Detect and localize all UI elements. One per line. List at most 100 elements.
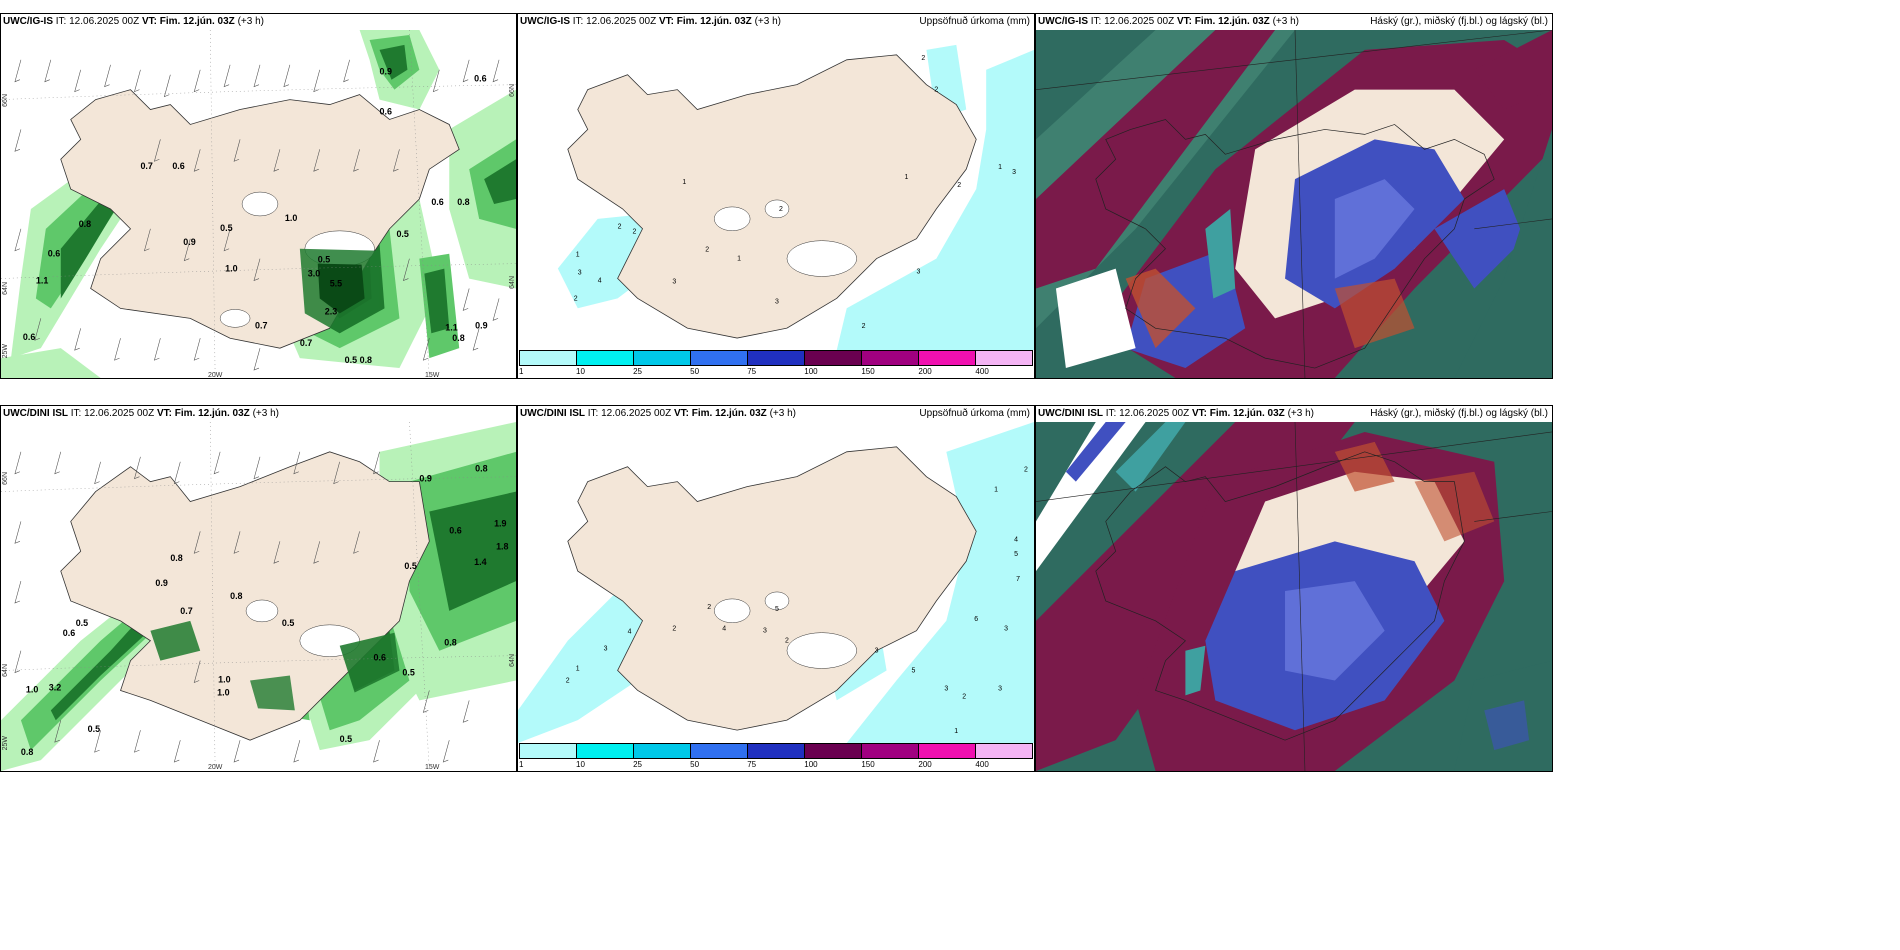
svg-text:3.0: 3.0: [308, 269, 320, 279]
svg-text:0.6: 0.6: [172, 161, 184, 171]
panel-clouds-igis: UWC/IG-IS IT: 12.06.2025 00Z VT: Fim. 12…: [1035, 13, 1553, 379]
accum-map-svg: 2 1 4 3 2 4 5 3 2 2 3 4 5 7 6 3 3 2 1 5: [518, 422, 1034, 743]
precip-map-svg: 0.9 0.8 0.5 0.6 0.8 0.9 0.5 0.6 1.0 0.8 …: [1, 422, 516, 771]
map-clouds: [1036, 30, 1552, 378]
lat-label-64-right: 64N: [509, 276, 516, 289]
lat-label-66: 66N: [2, 472, 9, 485]
cb-label: 10: [576, 367, 585, 376]
svg-text:3: 3: [604, 646, 608, 653]
lat-label-66-right: 66N: [509, 84, 516, 97]
svg-text:0.5: 0.5: [282, 618, 294, 628]
map-accum-precip: 2 2 4 1 3 3 2 1 2 1 3 2 1 2 2 2 1 3 3 2: [518, 30, 1034, 350]
svg-text:2: 2: [1024, 467, 1028, 474]
svg-text:1.4: 1.4: [474, 557, 486, 567]
svg-text:0.5: 0.5: [318, 255, 330, 265]
svg-text:2: 2: [574, 295, 578, 302]
svg-text:0.8: 0.8: [475, 464, 487, 474]
cb-swatch: [520, 351, 577, 365]
svg-text:0.5: 0.5: [88, 724, 100, 734]
cb-label: 150: [861, 367, 875, 376]
svg-text:0.5: 0.5: [402, 668, 414, 678]
svg-text:0.9: 0.9: [475, 320, 487, 330]
lat-label-64: 64N: [2, 282, 9, 295]
svg-text:0.9: 0.9: [155, 578, 167, 588]
svg-text:2: 2: [921, 55, 925, 62]
cb-swatch: [805, 351, 862, 365]
cb-label: 10: [576, 760, 585, 769]
svg-text:4: 4: [1014, 536, 1018, 543]
lon-label-20: 20W: [208, 372, 223, 379]
cb-swatch: [634, 744, 691, 758]
map-clouds: [1036, 422, 1552, 771]
svg-text:0.9: 0.9: [419, 474, 431, 484]
svg-text:1: 1: [994, 487, 998, 494]
svg-text:0.8: 0.8: [79, 219, 91, 229]
svg-text:3: 3: [875, 648, 879, 655]
cb-label: 200: [918, 367, 932, 376]
svg-text:2: 2: [672, 626, 676, 633]
panel-header: UWC/DINI ISL IT: 12.06.2025 00Z VT: Fim.…: [520, 408, 796, 419]
svg-text:1: 1: [905, 174, 909, 181]
svg-text:2: 2: [957, 182, 961, 189]
panel-precip-wind-dini: UWC/DINI ISL IT: 12.06.2025 00Z VT: Fim.…: [0, 405, 517, 772]
cb-label: 1: [519, 760, 524, 769]
lat-label-66: 66N: [2, 94, 9, 107]
svg-text:0.8: 0.8: [457, 197, 469, 207]
svg-text:0.6: 0.6: [63, 628, 75, 638]
svg-text:1.1: 1.1: [445, 322, 457, 332]
svg-text:0.5: 0.5: [76, 618, 88, 628]
svg-text:1.0: 1.0: [225, 264, 237, 274]
svg-text:0.6: 0.6: [449, 525, 461, 535]
svg-text:1.0: 1.0: [26, 684, 38, 694]
colorbar-accum: 1 10 25 50 75 100 150 200 400: [518, 743, 1034, 771]
cb-swatch: [976, 351, 1032, 365]
svg-text:4: 4: [598, 277, 602, 284]
svg-text:3: 3: [1004, 626, 1008, 633]
cb-label: 25: [633, 760, 642, 769]
panel-title: Uppsöfnuð úrkoma (mm): [919, 16, 1030, 27]
svg-text:0.6: 0.6: [374, 653, 386, 663]
cloud-map-svg: [1036, 30, 1552, 378]
panel-clouds-dini: UWC/DINI ISL IT: 12.06.2025 00Z VT: Fim.…: [1035, 405, 1553, 772]
svg-text:0.7: 0.7: [140, 161, 152, 171]
cb-label: 200: [918, 760, 932, 769]
svg-text:2.3: 2.3: [325, 306, 337, 316]
svg-text:2: 2: [707, 604, 711, 611]
svg-text:2: 2: [934, 87, 938, 94]
panel-precip-wind-igis: UWC/IG-IS IT: 12.06.2025 00Z VT: Fim. 12…: [0, 13, 517, 379]
svg-text:0.8: 0.8: [21, 747, 33, 757]
colorbar-labels: 1 10 25 50 75 100 150 200 400: [519, 760, 1033, 770]
cb-label: 150: [861, 760, 875, 769]
svg-text:3: 3: [578, 269, 582, 276]
cb-label: 75: [747, 367, 757, 376]
panel-header: UWC/DINI ISL IT: 12.06.2025 00Z VT: Fim.…: [1038, 408, 1314, 419]
cb-swatch: [919, 351, 976, 365]
cb-label: 1: [519, 367, 524, 376]
panel-header: UWC/IG-IS IT: 12.06.2025 00Z VT: Fim. 12…: [1038, 16, 1299, 27]
svg-text:6: 6: [974, 616, 978, 623]
cb-swatch: [862, 351, 919, 365]
svg-text:1: 1: [682, 179, 686, 186]
svg-text:0.9: 0.9: [380, 67, 392, 77]
panel-header: UWC/IG-IS IT: 12.06.2025 00Z VT: Fim. 12…: [520, 16, 781, 27]
svg-text:0.7: 0.7: [180, 606, 192, 616]
precip-labels: 0.9 0.6 0.6 0.7 0.6 0.5 0.8 1.0 1.1 0.6 …: [23, 67, 488, 365]
svg-text:0.5: 0.5: [340, 734, 352, 744]
svg-text:0.8: 0.8: [230, 591, 242, 601]
svg-text:0.7: 0.7: [255, 320, 267, 330]
svg-text:3: 3: [775, 298, 779, 305]
cb-swatch: [919, 744, 976, 758]
svg-text:0.5: 0.5: [404, 561, 416, 571]
svg-text:0.6: 0.6: [23, 332, 35, 342]
panel-title: Háský (gr.), miðský (fj.bl.) og lágský (…: [1370, 408, 1548, 419]
cb-swatch: [577, 351, 634, 365]
accum-labels: 2 2 4 1 3 3 2 1 2 1 3 2 1 2 2 2 1 3 3 2: [574, 55, 1016, 330]
cb-label: 100: [804, 760, 818, 769]
cb-swatch: [748, 744, 805, 758]
colorbar-labels: 1 10 25 50 75 100 150 200 400: [519, 367, 1033, 377]
svg-text:2: 2: [566, 677, 570, 684]
svg-text:3: 3: [763, 628, 767, 635]
cb-swatch: [805, 744, 862, 758]
svg-text:2: 2: [785, 638, 789, 645]
iceland-outline: [1095, 451, 1465, 741]
